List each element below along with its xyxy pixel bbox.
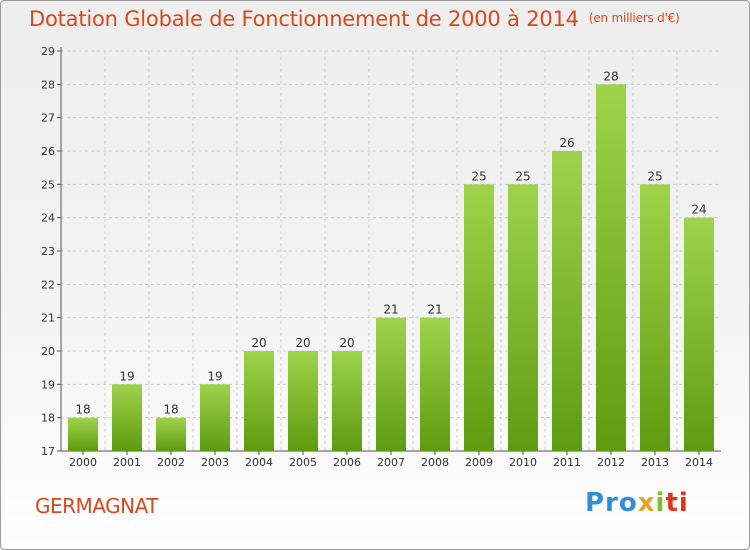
y-tick-label: 25 [41, 178, 55, 191]
value-label: 18 [163, 403, 178, 417]
x-tick-label: 2012 [597, 456, 625, 469]
bar [552, 151, 582, 451]
x-tick-label: 2002 [157, 456, 185, 469]
value-label: 20 [251, 336, 266, 350]
y-tick-label: 24 [41, 212, 55, 225]
proxiti-logo[interactable]: Proxiti [585, 488, 689, 518]
value-label: 28 [603, 69, 618, 83]
bar [464, 184, 494, 452]
value-label: 19 [207, 369, 222, 383]
bar [200, 384, 230, 451]
y-tick-label: 21 [41, 312, 55, 325]
x-tick-label: 2003 [201, 456, 229, 469]
chart-title: Dotation Globale de Fonctionnement de 20… [29, 7, 680, 31]
y-tick-label: 17 [41, 445, 55, 458]
y-tick-label: 26 [41, 145, 55, 158]
y-tick-label: 18 [41, 412, 55, 425]
x-tick-label: 2001 [113, 456, 141, 469]
y-tick-label: 29 [41, 45, 55, 58]
commune-name: GERMAGNAT [35, 494, 158, 518]
x-tick-label: 2014 [685, 456, 713, 469]
bar [156, 417, 186, 451]
y-tick-label: 22 [41, 278, 55, 291]
logo-part: x [637, 488, 656, 518]
value-label: 21 [427, 303, 442, 317]
value-label: 25 [471, 169, 486, 183]
x-tick-label: 2005 [289, 456, 317, 469]
y-tick-label: 19 [41, 378, 55, 391]
bar [508, 184, 538, 452]
y-tick-label: 28 [41, 78, 55, 91]
bar [420, 317, 450, 451]
value-label: 21 [383, 303, 398, 317]
bar [244, 351, 274, 451]
value-label: 24 [691, 203, 706, 217]
bar [376, 317, 406, 451]
chart-title-main: Dotation Globale de Fonctionnement de 20… [29, 7, 579, 31]
value-label: 20 [295, 336, 310, 350]
bar [68, 417, 98, 451]
labels: 17 18 19 20 21 22 23 24 25 26 27 28 29 18 2000 19 2001 18… [41, 45, 713, 469]
y-tick-label: 20 [41, 345, 55, 358]
x-tick-label: 2000 [69, 456, 97, 469]
x-tick-label: 2010 [509, 456, 537, 469]
x-tick-label: 2013 [641, 456, 669, 469]
value-label: 25 [515, 169, 530, 183]
logo-part: Pro [585, 488, 638, 518]
value-label: 26 [559, 136, 574, 150]
x-tick-label: 2008 [421, 456, 449, 469]
value-label: 18 [75, 403, 90, 417]
logo-part: ti [665, 488, 689, 518]
x-tick-label: 2006 [333, 456, 361, 469]
x-tick-label: 2004 [245, 456, 273, 469]
bar [332, 351, 362, 451]
x-tick-label: 2011 [553, 456, 581, 469]
value-label: 25 [647, 169, 662, 183]
y-tick-label: 27 [41, 112, 55, 125]
logo-part: i [655, 488, 666, 518]
bar [288, 351, 318, 451]
bar [684, 217, 714, 451]
bar [596, 84, 626, 451]
value-label: 19 [119, 369, 134, 383]
chart-title-unit: (en milliers d'€) [588, 11, 680, 25]
bar [640, 184, 670, 452]
x-tick-label: 2009 [465, 456, 493, 469]
x-tick-label: 2007 [377, 456, 405, 469]
bars [68, 84, 714, 452]
bar [112, 384, 142, 451]
value-label: 20 [339, 336, 354, 350]
y-tick-label: 23 [41, 245, 55, 258]
